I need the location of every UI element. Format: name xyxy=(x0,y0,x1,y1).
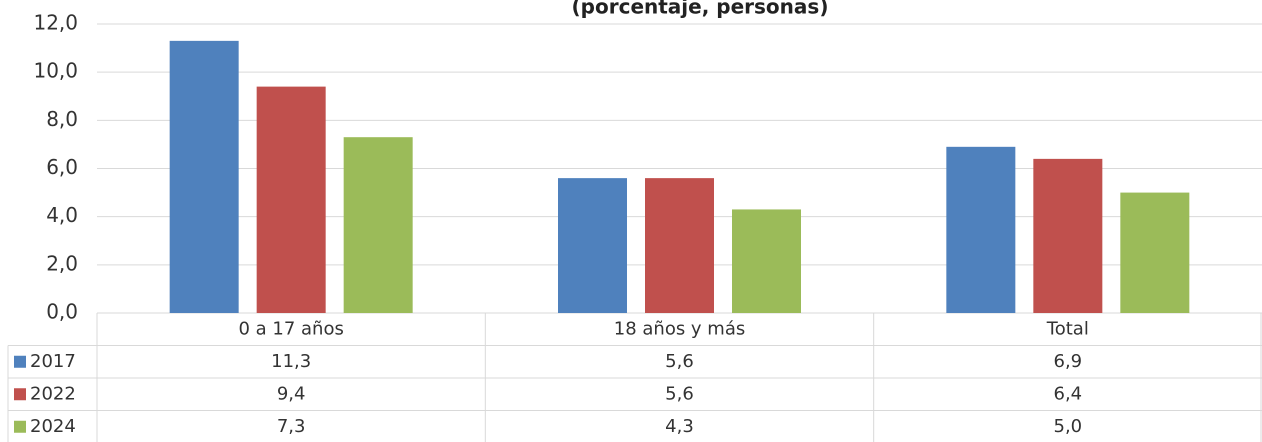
y-tick-label: 4,0 xyxy=(46,203,78,227)
y-tick-label: 10,0 xyxy=(33,59,78,83)
table-value: 7,3 xyxy=(277,416,306,437)
bar xyxy=(256,86,326,313)
x-tick-label: 0 a 17 años xyxy=(238,318,343,339)
table-value: 11,3 xyxy=(271,351,311,372)
y-tick-label: 8,0 xyxy=(46,107,78,131)
chart-title: (porcentaje, personas) xyxy=(572,0,829,19)
bar xyxy=(732,209,801,313)
table-value: 5,6 xyxy=(665,383,694,404)
legend-label: 2024 xyxy=(30,416,76,437)
bar xyxy=(1120,192,1190,313)
legend-label: 2022 xyxy=(30,383,76,404)
x-tick-label: Total xyxy=(1046,318,1089,339)
table-value: 5,6 xyxy=(665,351,694,372)
table-value: 4,3 xyxy=(665,416,694,437)
y-tick-label: 0,0 xyxy=(46,300,78,324)
bar xyxy=(1033,158,1103,313)
bar xyxy=(645,178,714,313)
legend-label: 2017 xyxy=(30,351,76,372)
bar xyxy=(169,40,239,313)
bar xyxy=(343,137,413,313)
table-value: 5,0 xyxy=(1054,416,1083,437)
legend-swatch xyxy=(14,420,26,433)
table-value: 6,9 xyxy=(1054,351,1083,372)
bar xyxy=(946,146,1016,313)
x-tick-label: 18 años y más xyxy=(614,318,746,339)
y-tick-label: 2,0 xyxy=(46,251,78,275)
legend-swatch xyxy=(14,355,26,368)
bar xyxy=(558,178,627,313)
y-tick-label: 12,0 xyxy=(33,11,78,35)
y-tick-label: 6,0 xyxy=(46,155,78,179)
legend-swatch xyxy=(14,388,26,401)
table-value: 9,4 xyxy=(277,383,306,404)
table-value: 6,4 xyxy=(1054,383,1083,404)
